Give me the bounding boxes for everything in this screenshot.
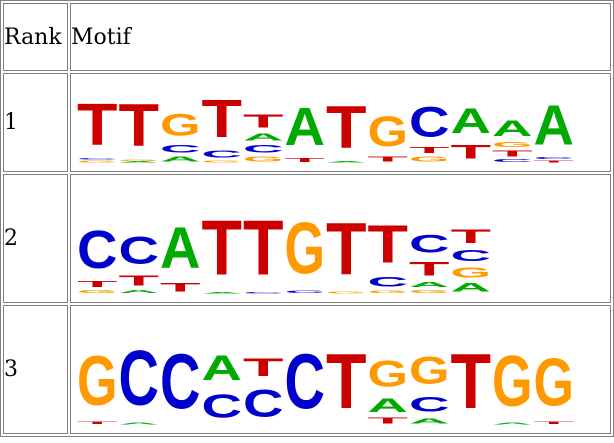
motif-letter-c: C [202,149,242,160]
rank-header: Rank [3,3,68,71]
motif-letter-c: C [451,247,491,264]
motif-letter-t: T [409,258,450,280]
motif-letter-c: C [160,142,200,155]
motif-letter-c: C [77,219,117,280]
motif-letter-a: A [534,93,574,156]
motif-letter-t: T [77,280,118,289]
motif-letter-c: C [119,229,159,273]
motif-letter-c: C [409,98,449,146]
motif-letter-c: C [119,336,159,422]
motif-letter-a: A [202,292,242,294]
motif-letter-a: A [409,416,449,425]
motif-letter-c: C [202,388,242,425]
motif-letter-c: C [534,157,574,160]
motif-letter-t: T [492,149,533,158]
motif-letter-c: C [243,382,283,426]
motif-letter-g: G [77,160,117,163]
motif-letter-c: C [285,339,325,425]
motif-letter-g: G [326,291,366,294]
motif-letter-a: A [160,216,201,281]
motif-letter-a: A [243,131,283,142]
motif-letter-g: G [77,289,118,294]
motif-letter-t: T [326,94,367,162]
motif-letter-t: T [202,88,243,148]
motif-letter-g: G [368,353,408,395]
motif-letter-a: A [492,116,533,141]
motif-letter-t: T [119,273,159,289]
motif-letter-a: A [285,96,325,157]
motif-letter-c: C [285,290,325,294]
motif-letter-a: A [160,155,200,163]
motif-letter-c: C [77,158,117,160]
motif-letter-c: C [409,392,450,416]
header-row: Rank Motif [3,3,611,71]
motif-letter-c: C [243,142,283,155]
motif-letter-g: G [285,209,325,290]
motif-letter-g: G [492,141,532,149]
motif-letter-t: T [534,160,575,163]
motif-letter-g: G [77,343,117,421]
motif-letter-g: G [368,290,409,294]
motif-letter-a: A [492,422,532,425]
motif-letter-a: A [202,349,242,388]
motif-letter-c: C [368,274,408,289]
motif-letter-g: G [368,108,408,155]
motif-letter-t: T [451,141,492,163]
motif-letter-g: G [409,155,449,163]
motif-letter-t: T [160,281,200,294]
motif-header: Motif [70,3,611,71]
motif-letter-a: A [119,161,159,163]
motif-letter-g: G [243,155,283,163]
motif-letter-t: T [326,207,367,290]
motif-letter-g: G [492,342,532,422]
motif-letter-t: T [368,155,409,163]
motif-letter-a: A [119,289,160,294]
motif-letter-t: T [451,339,491,425]
rank-cell: 3 [3,305,68,434]
motif-letter-a: A [409,280,449,289]
motif-letter-t: T [534,421,575,425]
motif-letter-a: A [368,394,408,416]
rank-cell: 1 [3,73,68,172]
motif-letter-a: A [451,102,491,141]
motif-letter-t: T [202,206,242,292]
motif-letter-t: T [451,226,492,248]
motif-letter-g: G [160,108,201,143]
motif-letter-a: A [326,161,366,163]
motif-letter-g: G [451,265,491,281]
motif-letter-t: T [77,92,117,158]
motif-letter-g: G [119,159,159,161]
motif-letter-t: T [243,206,283,292]
rank-cell: 2 [3,174,68,303]
motif-letter-c: C [243,292,283,294]
motif-letter-c: C [409,230,450,258]
motif-letter-c: C [492,158,532,163]
motif-letter-t: T [119,93,159,159]
motif-letter-t: T [77,421,118,425]
motif-letter-g: G [409,289,450,294]
motif-letter-t: T [368,214,409,274]
motif-letter-t: T [368,416,409,425]
motif-letter-t: T [285,157,326,163]
motif-letter-g: G [202,160,242,163]
motif-letter-t: T [409,146,450,155]
motif-letter-t: T [326,339,366,425]
motif-letter-g: G [409,348,449,392]
motif-letter-a: A [119,422,159,425]
motif-letter-t: T [243,111,284,131]
motif-letter-g: G [534,344,574,420]
motif-letter-c: C [160,339,200,425]
motif-letter-t: T [243,353,284,381]
motif-letter-a: A [451,281,491,294]
